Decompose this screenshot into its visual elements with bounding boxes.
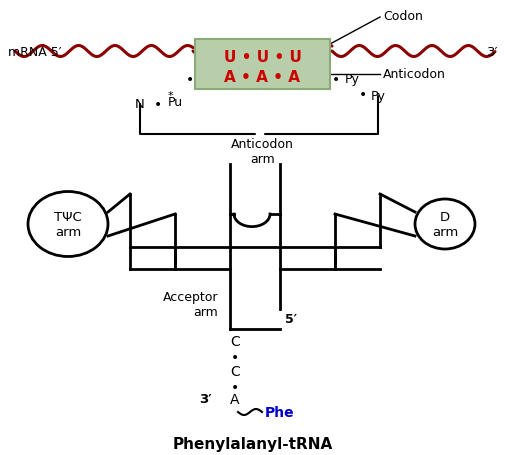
Text: Anticodon: Anticodon: [383, 68, 446, 81]
Text: •: •: [186, 73, 194, 87]
Text: 3′: 3′: [199, 393, 212, 405]
Text: A • A • A: A • A • A: [225, 71, 301, 86]
Text: *: *: [168, 91, 173, 101]
Text: Pu: Pu: [167, 96, 183, 109]
Text: D
arm: D arm: [432, 211, 458, 238]
Text: C: C: [230, 334, 240, 348]
Text: Py: Py: [371, 90, 385, 103]
Ellipse shape: [28, 192, 108, 257]
Text: Acceptor
arm: Acceptor arm: [163, 290, 218, 318]
Text: Codon: Codon: [383, 10, 423, 22]
Text: •: •: [231, 350, 239, 364]
Text: TΨC
arm: TΨC arm: [54, 211, 82, 238]
Text: mRNA 5′: mRNA 5′: [8, 46, 62, 58]
Text: •: •: [231, 380, 239, 394]
Text: U • U • U: U • U • U: [224, 51, 302, 66]
Text: 5′: 5′: [285, 313, 297, 326]
Text: •: •: [359, 88, 367, 102]
Text: 3′: 3′: [487, 46, 498, 58]
Text: Phenylalanyl-tRNA: Phenylalanyl-tRNA: [173, 436, 333, 451]
Text: C: C: [230, 364, 240, 378]
Text: A: A: [230, 392, 240, 406]
Text: Anticodon
arm: Anticodon arm: [231, 138, 294, 166]
Ellipse shape: [415, 200, 475, 249]
Text: Phe: Phe: [265, 405, 295, 419]
FancyBboxPatch shape: [195, 40, 330, 90]
Text: N: N: [135, 98, 145, 111]
Text: Py: Py: [345, 73, 359, 86]
Text: •: •: [332, 73, 340, 87]
Text: •: •: [154, 98, 162, 112]
